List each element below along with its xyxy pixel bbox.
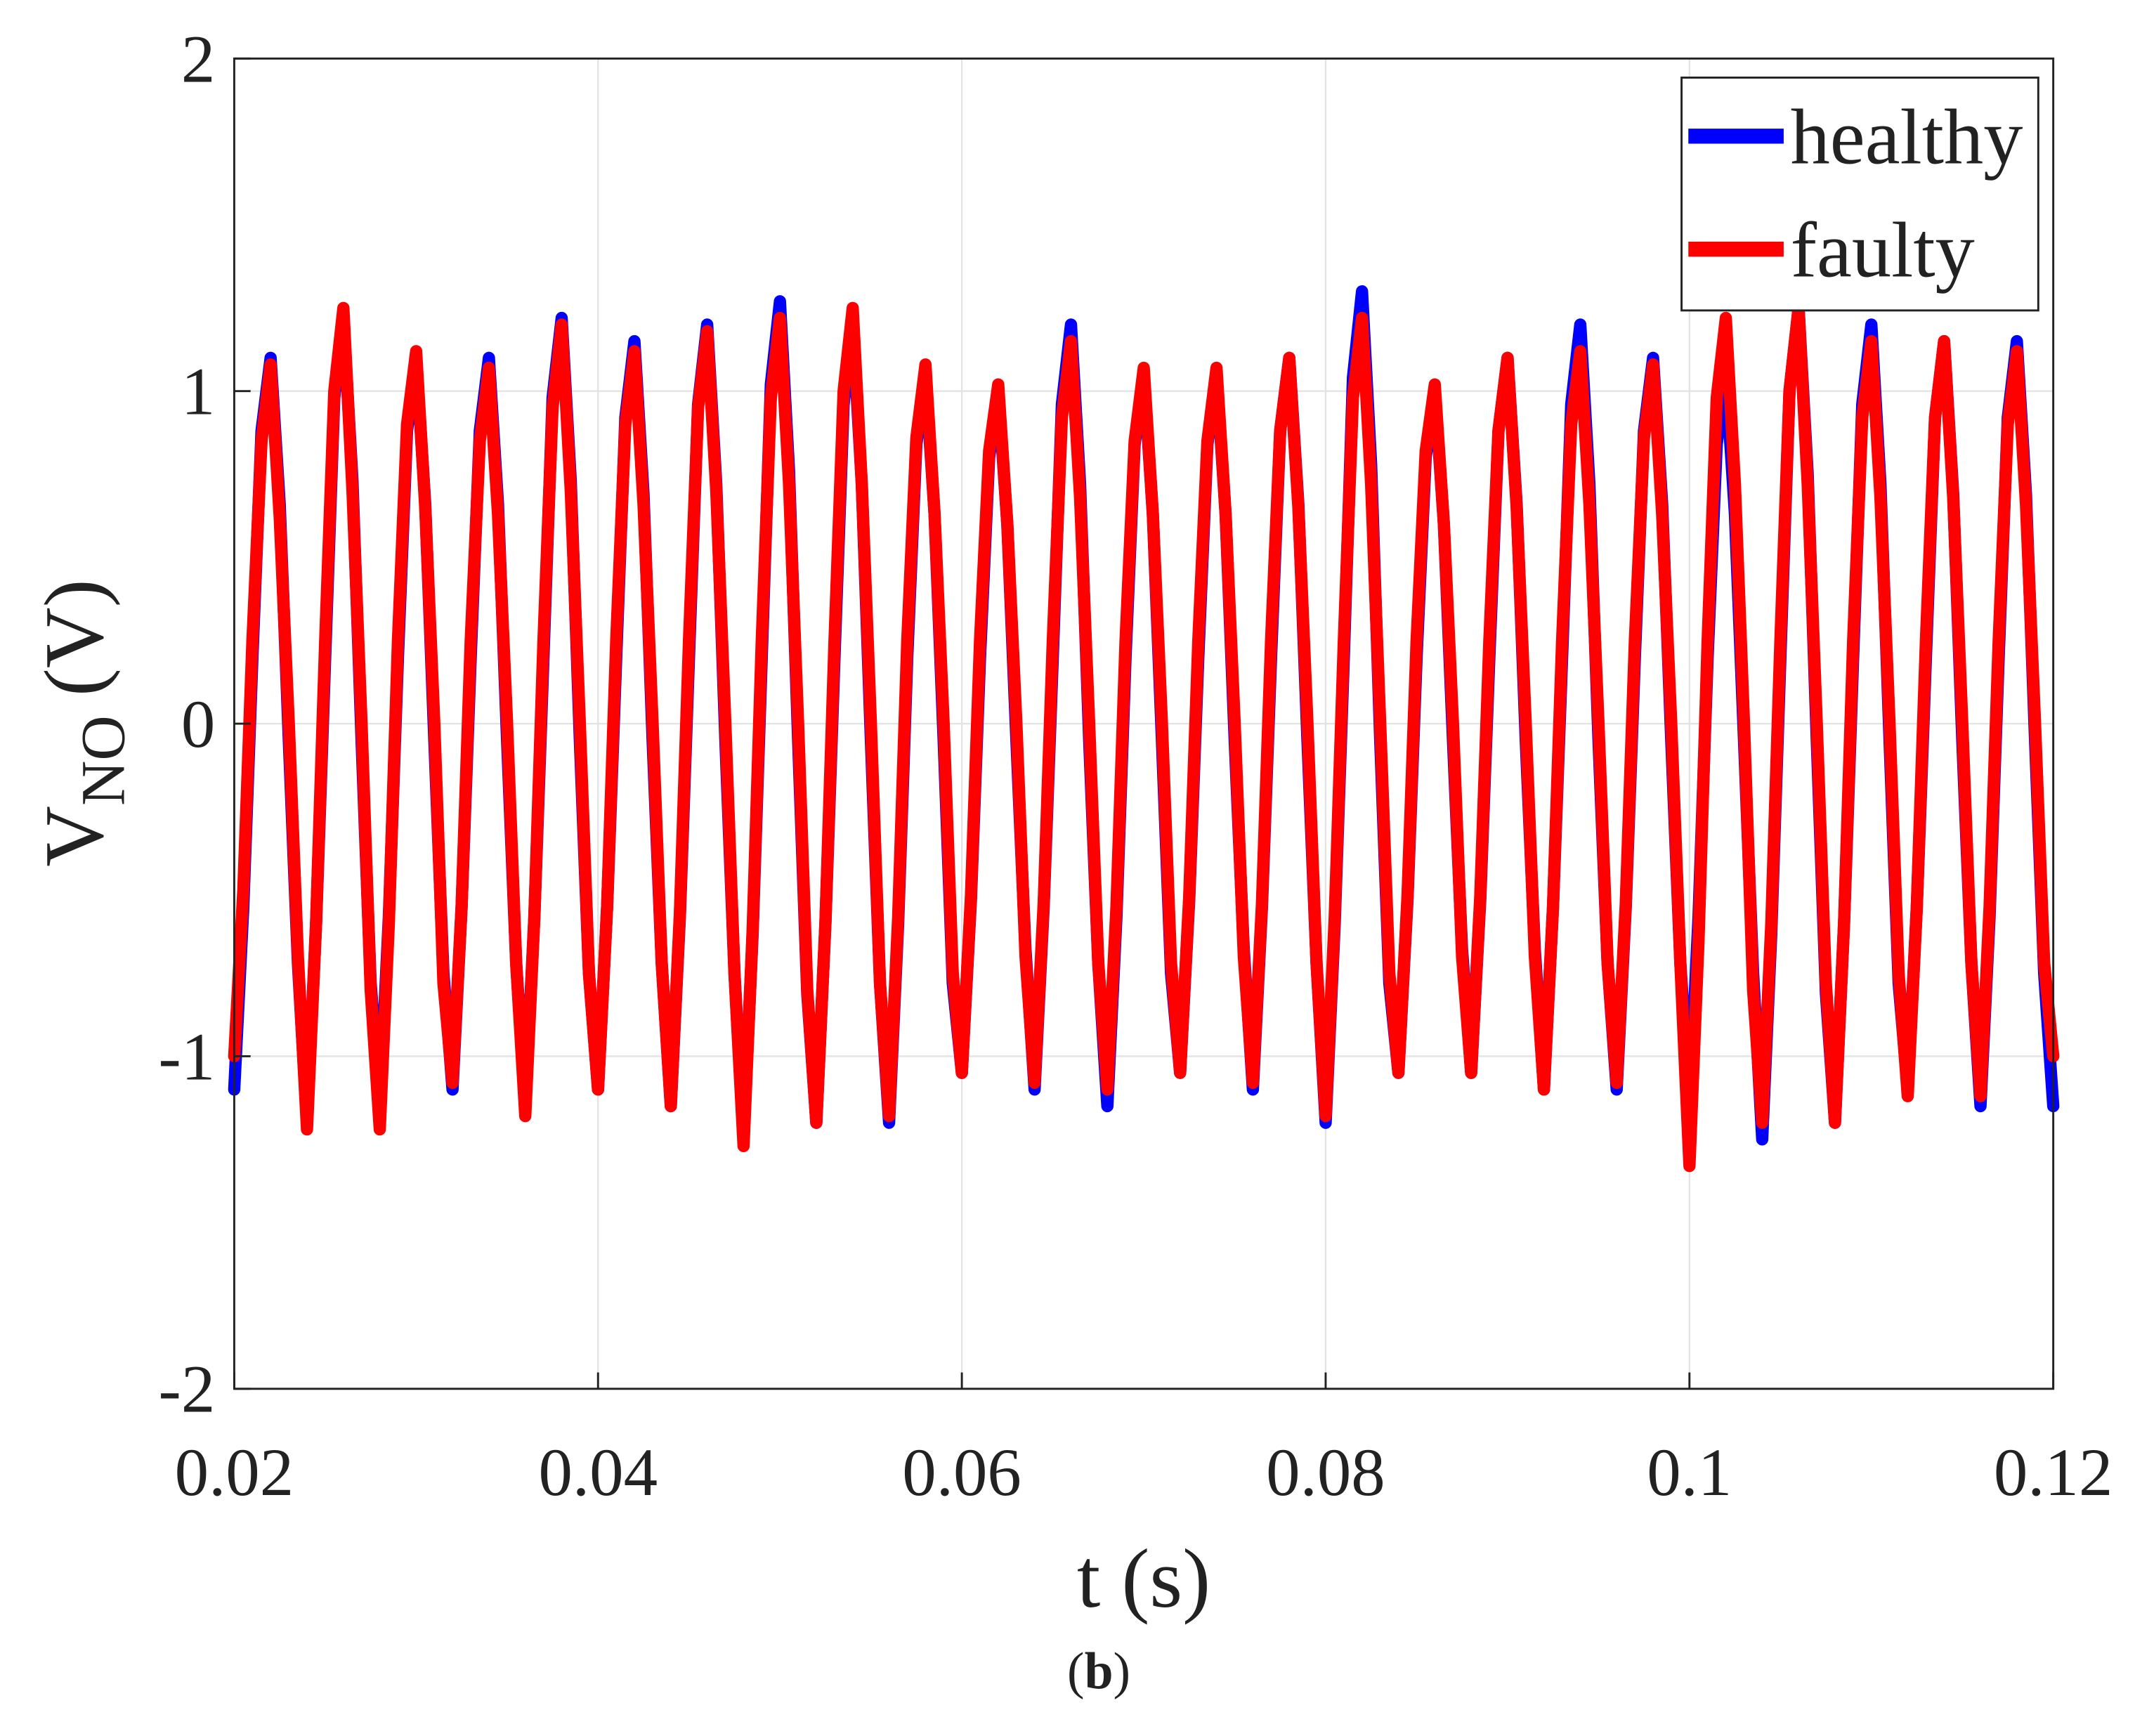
x-tick-label: 0.12 (1994, 1435, 2113, 1510)
legend: healthy faulty (1680, 77, 2039, 312)
caption: (b) (1067, 1642, 1130, 1699)
y-label-sub: NO (69, 715, 138, 806)
y-tick-label: -2 (159, 1352, 216, 1427)
plot-lines (228, 285, 2060, 1173)
y-tick-label: 0 (181, 686, 215, 762)
x-tick-label: 0.06 (902, 1435, 1021, 1510)
y-label-unit: (V) (27, 579, 120, 696)
ticks: -2 -1 0 1 2 0.02 0.04 0.06 0.08 0.1 0.12 (159, 21, 2113, 1510)
y-tick-label: 1 (181, 354, 215, 429)
legend-box (1680, 77, 2039, 312)
x-axis-label: t (s) (1077, 1532, 1210, 1625)
x-tick-label: 0.1 (1647, 1435, 1732, 1510)
legend-label: faulty (1791, 207, 1975, 294)
legend-label: healthy (1791, 94, 2023, 181)
y-axis-label: VNO (V) (27, 579, 138, 866)
x-tick-label: 0.08 (1266, 1435, 1385, 1510)
x-tick-label: 0.04 (538, 1435, 658, 1510)
caption-letter: b (1085, 1642, 1114, 1699)
y-label-main: V (27, 806, 120, 867)
y-tick-label: 2 (181, 21, 215, 96)
series-line (228, 301, 2060, 1173)
y-tick-label: -1 (159, 1019, 216, 1094)
x-tick-label: 0.02 (175, 1435, 294, 1510)
